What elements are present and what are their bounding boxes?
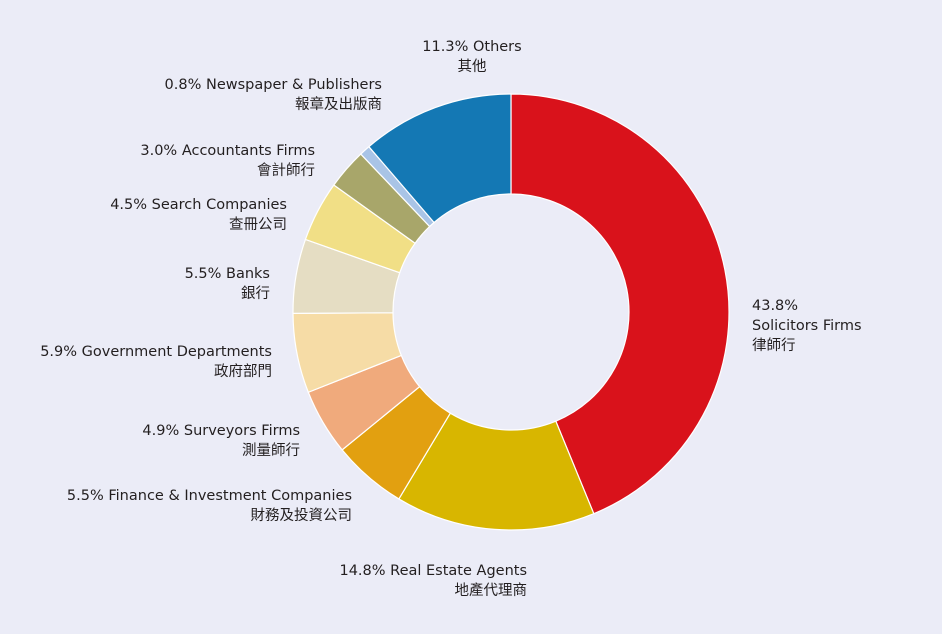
label-government-departments: 5.9% Government Departments 政府部門	[40, 342, 272, 382]
label-search-companies: 4.5% Search Companies 查冊公司	[110, 195, 287, 235]
label-finance-investment-en: 5.5% Finance & Investment Companies	[66, 488, 352, 504]
label-government-departments-zh: 政府部門	[214, 364, 272, 380]
label-banks-zh: 銀行	[241, 286, 270, 302]
label-accountants-firms-en: 3.0% Accountants Firms	[140, 143, 315, 159]
label-newspaper-publishers-en: 0.8% Newspaper & Publishers	[164, 77, 382, 93]
label-finance-investment: 5.5% Finance & Investment Companies 財務及投…	[67, 486, 352, 526]
label-search-companies-en: 4.5% Search Companies	[110, 197, 287, 213]
label-solicitors-firms: 43.8% Solicitors Firms 律師行	[752, 296, 862, 356]
label-real-estate-agents-en: 14.8% Real Estate Agents	[339, 563, 527, 579]
label-banks: 5.5% Banks 銀行	[185, 264, 270, 304]
label-others-en: 11.3% Others	[422, 39, 522, 55]
label-others-zh: 其他	[457, 59, 487, 75]
label-search-companies-zh: 查冊公司	[229, 217, 287, 233]
label-surveyors-firms-zh: 測量師行	[242, 443, 300, 459]
label-real-estate-agents: 14.8% Real Estate Agents 地產代理商	[339, 561, 527, 601]
label-real-estate-agents-zh: 地產代理商	[454, 583, 528, 599]
label-accountants-firms-zh: 會計師行	[257, 163, 315, 179]
label-surveyors-firms-en: 4.9% Surveyors Firms	[142, 423, 300, 439]
label-newspaper-publishers: 0.8% Newspaper & Publishers 報章及出版商	[165, 75, 382, 115]
label-newspaper-publishers-zh: 報章及出版商	[295, 97, 382, 113]
label-government-departments-en: 5.9% Government Departments	[40, 344, 272, 360]
slice-solicitors-firms	[510, 93, 730, 515]
label-surveyors-firms: 4.9% Surveyors Firms 測量師行	[142, 421, 300, 461]
label-banks-en: 5.5% Banks	[184, 266, 270, 282]
label-solicitors-firms-zh: 律師行	[752, 338, 796, 354]
label-solicitors-firms-en: Solicitors Firms	[752, 318, 862, 334]
slice-others	[368, 93, 512, 224]
label-accountants-firms: 3.0% Accountants Firms 會計師行	[140, 141, 315, 181]
label-solicitors-firms-pct: 43.8%	[752, 298, 799, 314]
label-finance-investment-zh: 財務及投資公司	[250, 508, 353, 524]
label-others: 11.3% Others 其他	[372, 37, 572, 77]
